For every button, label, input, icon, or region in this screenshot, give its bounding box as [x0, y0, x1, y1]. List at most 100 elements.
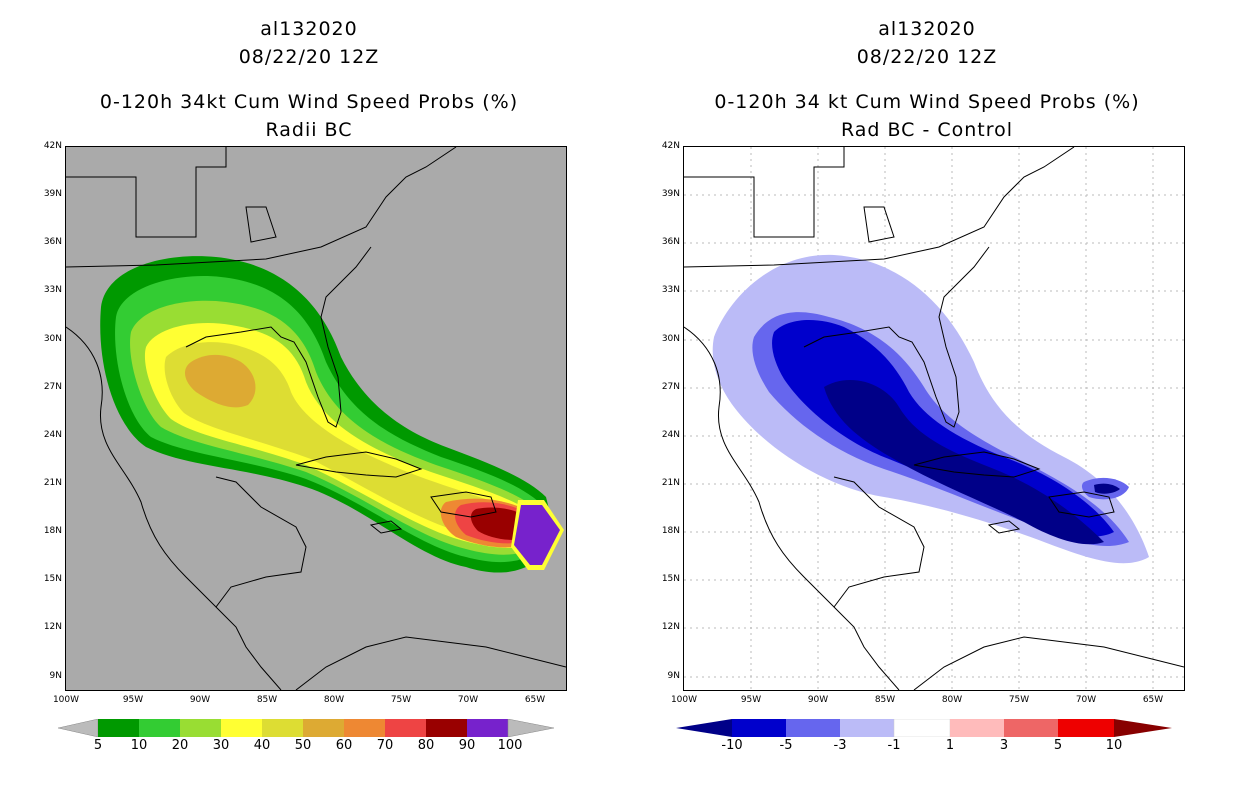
x-tick: 65W: [524, 695, 546, 705]
datetime: 08/22/20 12Z: [238, 46, 380, 68]
y-tick: 21N: [661, 478, 680, 488]
y-tick: 27N: [661, 382, 680, 392]
colorbar-bin: [262, 719, 303, 737]
right-panel: al132020 08/22/20 12Z 0-120h 34 kt Cum W…: [618, 0, 1236, 800]
colorbar-bin: [180, 719, 221, 737]
y-tick: 30N: [43, 334, 62, 344]
prob-50: [184, 354, 256, 408]
x-tick: 70W: [457, 695, 479, 705]
x-tick: 90W: [189, 695, 211, 705]
chart-subtitle: Radii BC: [265, 119, 353, 141]
colorbar-label: -5: [779, 738, 793, 753]
colorbar-bin: [732, 719, 786, 737]
colorbar-label: 1: [945, 738, 955, 753]
colorbar-arrow-right: [507, 719, 554, 737]
y-tick: 15N: [43, 574, 62, 584]
y-tick: 30N: [661, 334, 680, 344]
y-tick: 24N: [661, 430, 680, 440]
y-tick: 39N: [661, 189, 680, 199]
diff-pocket-core: [1094, 483, 1120, 494]
colorbar-bin: [786, 719, 840, 737]
y-tick: 42N: [43, 141, 62, 151]
x-tick: 85W: [256, 695, 278, 705]
y-tick: 36N: [43, 237, 62, 247]
storm-id: al132020: [878, 18, 976, 40]
storm-id: al132020: [260, 18, 358, 40]
y-tick: 42N: [661, 141, 680, 151]
colorbar-label: 30: [212, 738, 230, 753]
colorbar-arrow-left: [676, 719, 732, 737]
diff-minus10: [824, 379, 1104, 545]
colorbar-label: 50: [294, 738, 312, 753]
x-tick: 65W: [1142, 695, 1164, 705]
colorbar-arrow-left: [58, 719, 99, 737]
difference-map: [683, 146, 1185, 691]
y-tick: 9N: [667, 671, 680, 681]
y-tick: 9N: [49, 671, 62, 681]
colorbar-label: 40: [253, 738, 271, 753]
y-tick: 15N: [661, 574, 680, 584]
colorbar-label: 5: [93, 738, 103, 753]
colorbar-bin: [950, 719, 1004, 737]
x-tick: 75W: [1008, 695, 1030, 705]
colorbar-bin: [1058, 719, 1114, 737]
x-tick: 100W: [52, 695, 80, 705]
y-tick: 39N: [43, 189, 62, 199]
colorbar-bin: [221, 719, 262, 737]
y-tick: 12N: [661, 622, 680, 632]
prob-100: [514, 505, 560, 565]
y-tick: 21N: [43, 478, 62, 488]
chart-title: 0-120h 34kt Cum Wind Speed Probs (%): [99, 91, 519, 113]
colorbar-bin: [139, 719, 180, 737]
colorbar-label: 10: [1105, 738, 1123, 753]
y-tick: 33N: [43, 285, 62, 295]
datetime: 08/22/20 12Z: [856, 46, 998, 68]
colorbar-bin: [385, 719, 426, 737]
x-tick: 95W: [740, 695, 762, 705]
colorbar-label: -10: [721, 738, 743, 753]
colorbar-label: 100: [497, 738, 523, 753]
colorbar-label: 70: [376, 738, 394, 753]
colorbar-bin: [840, 719, 894, 737]
prob-40: [164, 342, 539, 544]
colorbar-label: 80: [417, 738, 435, 753]
y-tick: 12N: [43, 622, 62, 632]
x-tick: 90W: [807, 695, 829, 705]
coastlines: [66, 147, 566, 690]
y-tick: 27N: [43, 382, 62, 392]
colorbar-right: [676, 719, 1172, 737]
colorbar-bin: [344, 719, 385, 737]
x-tick: 70W: [1075, 695, 1097, 705]
colorbar-bin: [426, 719, 467, 737]
colorbar-arrow-right: [1114, 719, 1172, 737]
coastlines: [684, 147, 1184, 690]
left-panel: al132020 08/22/20 12Z 0-120h 34kt Cum Wi…: [43, 18, 567, 753]
chart-title: 0-120h 34 kt Cum Wind Speed Probs (%): [714, 91, 1140, 113]
colorbar-label: -1: [887, 738, 901, 753]
x-tick: 75W: [390, 695, 412, 705]
probability-map: [65, 146, 567, 691]
diff-minus5: [772, 320, 1114, 537]
difference-map-svg: [684, 147, 1184, 690]
colorbar-label: 90: [458, 738, 476, 753]
colorbar-bin: [303, 719, 344, 737]
colorbar-label: 20: [171, 738, 189, 753]
y-tick: 33N: [661, 285, 680, 295]
x-tick: 80W: [941, 695, 963, 705]
colorbar-bin: [467, 719, 508, 737]
y-tick: 36N: [661, 237, 680, 247]
chart-subtitle: Rad BC - Control: [840, 119, 1014, 141]
colorbar-bin: [893, 719, 951, 737]
colorbar-bin: [98, 719, 139, 737]
y-tick: 18N: [661, 526, 680, 536]
colorbar-label: 5: [1053, 738, 1063, 753]
colorbar-label: 60: [335, 738, 353, 753]
x-tick: 85W: [874, 695, 896, 705]
x-tick: 95W: [122, 695, 144, 705]
colorbar-label: -3: [833, 738, 847, 753]
x-tick: 100W: [670, 695, 698, 705]
y-tick: 24N: [43, 430, 62, 440]
colorbar-left: [58, 719, 554, 737]
colorbar-bin: [1004, 719, 1058, 737]
colorbar-label: 10: [130, 738, 148, 753]
